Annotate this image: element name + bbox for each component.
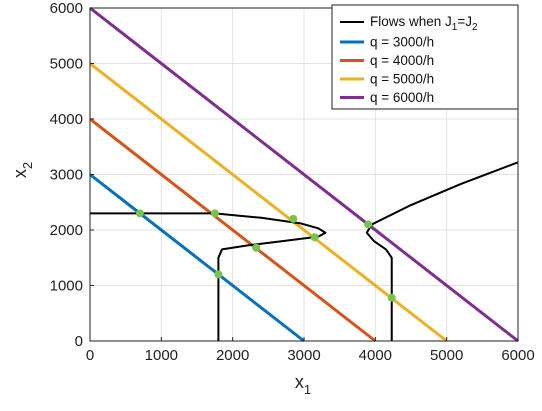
y-tick-label: 0 xyxy=(75,333,83,350)
equal-cost-curve-segment xyxy=(365,161,519,341)
intersection-point xyxy=(214,270,223,279)
x-tick-labels: 0 1000 2000 3000 4000 5000 6000 xyxy=(86,337,535,364)
intersection-point xyxy=(135,209,144,218)
y-axis-label-base: x xyxy=(10,169,30,178)
x-tick-label: 4000 xyxy=(359,347,392,364)
legend-entry-equal-cost: Flows when J1=J2 xyxy=(370,14,478,33)
x-axis-label-sub: 1 xyxy=(304,382,311,397)
y-tick-labels: 0 1000 2000 3000 4000 5000 6000 xyxy=(50,0,94,350)
y-axis-label: x2 xyxy=(10,162,35,178)
intersection-point xyxy=(210,209,219,218)
y-axis-label-sub: 2 xyxy=(20,162,35,169)
series-line xyxy=(89,173,305,343)
x-tick-label: 0 xyxy=(86,347,94,364)
series-line xyxy=(89,117,377,343)
x-tick-label: 3000 xyxy=(287,347,320,364)
series-line xyxy=(89,6,519,343)
y-tick-label: 2000 xyxy=(50,222,83,239)
intersection-point xyxy=(387,293,396,302)
legend-equal-cost-eq: =J xyxy=(457,14,472,29)
y-tick-label: 5000 xyxy=(50,56,83,73)
x-tick-label: 2000 xyxy=(216,347,249,364)
y-tick-label: 6000 xyxy=(50,0,83,17)
series-layer xyxy=(89,6,519,343)
equal-cost-curve-segment xyxy=(90,212,327,341)
x-axis-label-base: x xyxy=(295,372,304,392)
y-tick-label: 3000 xyxy=(50,167,83,184)
intersection-point xyxy=(364,220,373,229)
y-tick-label: 1000 xyxy=(50,278,83,295)
y-tick-label: 4000 xyxy=(50,111,83,128)
legend: Flows when J1=J2 q = 3000/hq = 4000/hq =… xyxy=(331,4,519,110)
x-tick-label: 6000 xyxy=(501,347,534,364)
intersection-point xyxy=(310,233,319,242)
legend-entry: q = 4000/h xyxy=(370,53,434,68)
legend-entry: q = 5000/h xyxy=(370,72,434,87)
x-tick-label: 5000 xyxy=(430,347,463,364)
x-axis-label: x1 xyxy=(295,372,311,397)
legend-series-entries: q = 3000/h q = 4000/h q = 5000/h q = 6000/h xyxy=(340,35,434,105)
legend-entry: q = 6000/h xyxy=(370,90,434,105)
legend-equal-cost-prefix: Flows when J xyxy=(370,14,452,29)
intersection-point xyxy=(252,243,261,252)
intersection-point xyxy=(289,214,298,223)
intersection-points-layer xyxy=(135,209,396,302)
legend-entry: q = 3000/h xyxy=(370,35,434,50)
legend-equal-cost-sub1: 1 xyxy=(452,22,458,33)
x-tick-label: 1000 xyxy=(145,347,178,364)
series-line xyxy=(89,62,448,343)
legend-equal-cost-sub2: 2 xyxy=(472,22,478,33)
